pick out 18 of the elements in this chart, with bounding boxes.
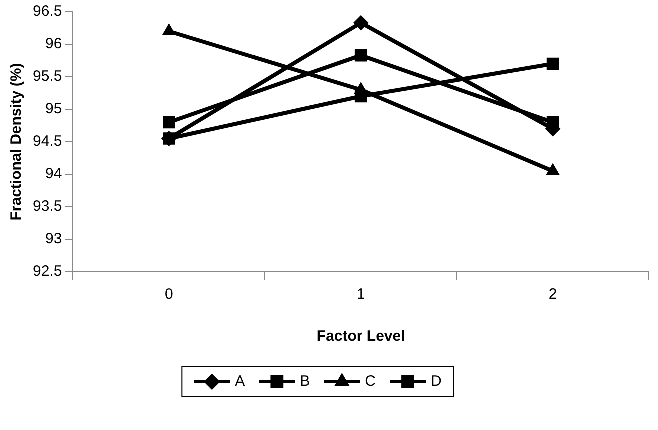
y-tick-label: 95.5	[32, 68, 62, 86]
y-tick-label: 93.5	[32, 198, 62, 216]
y-tick-label: 92.5	[32, 263, 62, 280]
y-tick-label: 95	[46, 100, 62, 118]
x-tick-label: 0	[164, 286, 174, 304]
y-tick-label: 96	[46, 36, 62, 53]
legend-label: B	[300, 373, 310, 390]
legend-label: C	[365, 373, 376, 390]
x-axis-title: Factor Level	[316, 328, 406, 346]
x-tick-label: 2	[548, 286, 558, 304]
x-tick-label: 1	[356, 286, 366, 304]
y-axis-title: Fractional Density (%)	[8, 63, 26, 221]
y-tick-label: 94.5	[32, 133, 62, 150]
y-tick-label: 93	[46, 230, 62, 248]
legend-label: A	[235, 373, 246, 390]
y-tick-label: 94	[46, 166, 62, 183]
y-tick-label: 96.5	[32, 3, 62, 20]
legend-label: D	[431, 373, 442, 390]
